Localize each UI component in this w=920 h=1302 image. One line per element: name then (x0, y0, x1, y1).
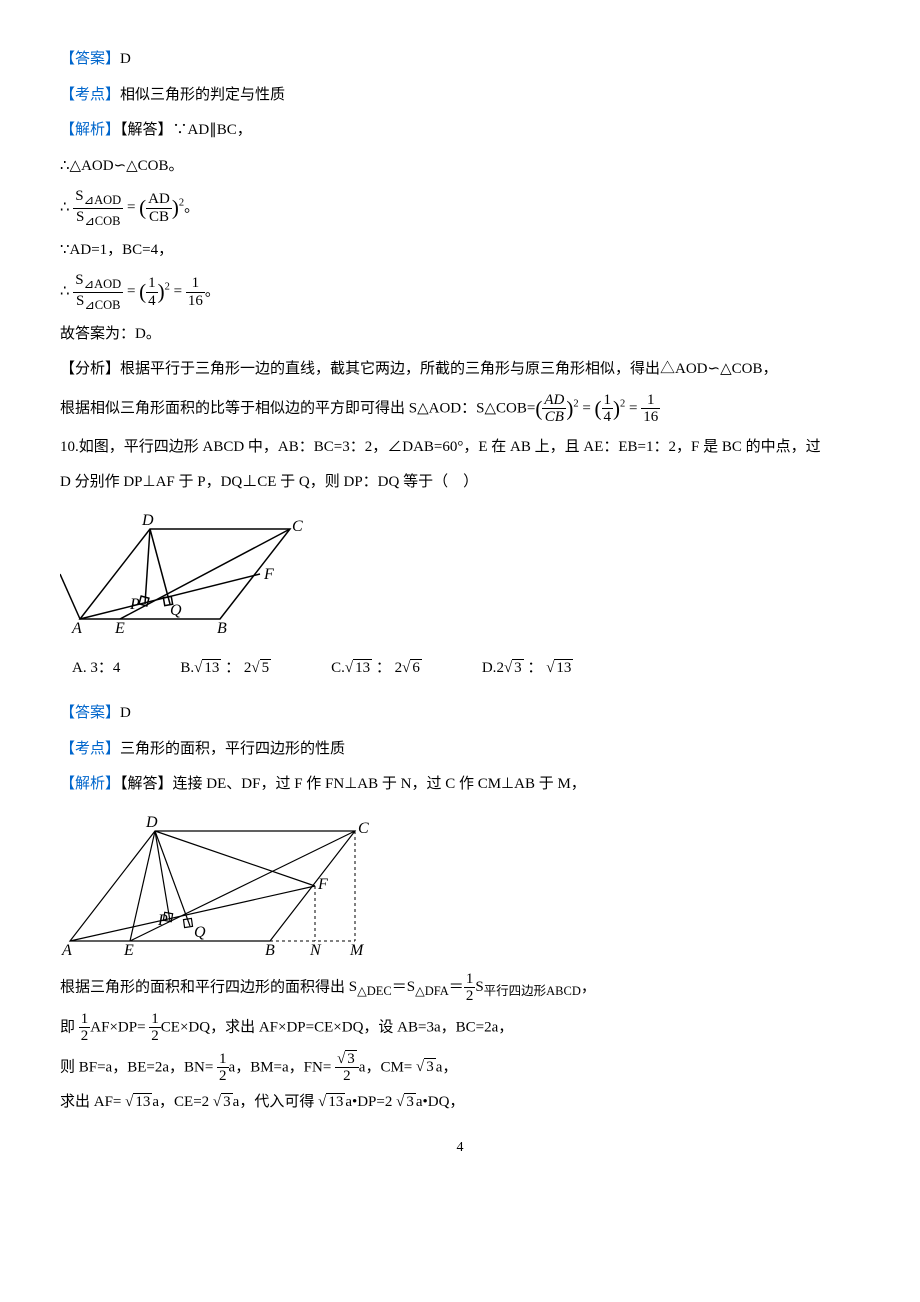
label-C: C (292, 518, 303, 535)
label-topic: 【考点】 (60, 87, 120, 103)
label-parse: 【解析】 (60, 776, 120, 792)
option-a: A. 3：4 (72, 653, 120, 685)
label-C: C (358, 820, 369, 837)
label-answer: 【答案】 (60, 705, 120, 721)
given-values: ∵AD=1，BC=4， (60, 235, 860, 267)
label-answer: 【答案】 (60, 51, 120, 67)
parse-line-2: ∴△AOD∽△COB。 (60, 151, 860, 183)
area-equation: 根据三角形的面积和平行四边形的面积得出 S△DEC＝S△DFA＝12S平行四边形… (60, 971, 860, 1005)
topic-9: 【考点】相似三角形的判定与性质 (60, 80, 860, 112)
option-b: B.13 ： 25 (180, 653, 271, 685)
label-Q: Q (170, 602, 182, 619)
option-c: C.13 ： 26 (331, 653, 422, 685)
parse-9-head: 【解析】【解答】∵AD∥BC， (60, 115, 860, 147)
parse-10-head: 【解析】【解答】连接 DE、DF，过 F 作 FN⊥AB 于 N，过 C 作 C… (60, 769, 860, 801)
label-E: E (114, 620, 125, 637)
topic-text: 三角形的面积，平行四边形的性质 (120, 741, 345, 757)
q10-stem-1: 10.如图，平行四边形 ABCD 中，AB：BC=3：2，∠DAB=60°，E … (60, 432, 860, 464)
label-M: M (349, 942, 365, 959)
label-P: P (157, 912, 168, 929)
label-A: A (61, 942, 72, 959)
label-P: P (129, 596, 140, 613)
analysis-line-2: 根据相似三角形面积的比等于相似边的平方即可得出 S△AOD：S△COB=(ADC… (60, 392, 860, 426)
label-N: N (309, 942, 322, 959)
q10-stem-2: D 分别作 DP⊥AF 于 P，DQ⊥CE 于 Q，则 DP：DQ 等于（ ） (60, 467, 860, 499)
answer-9: 【答案】D (60, 44, 860, 76)
label-parse-sub: 【解答】 (120, 776, 173, 792)
topic-10: 【考点】三角形的面积，平行四边形的性质 (60, 734, 860, 766)
q10-choices: A. 3：4 B.13 ： 25 C.13 ： 26 D.23 ： 13 (72, 653, 860, 685)
parse-text: ∵AD∥BC， (173, 122, 252, 138)
label-F: F (317, 876, 328, 893)
label-analysis: 【分析】 (60, 361, 120, 377)
final-line: 求出 AF= 13a，CE=2 3a，代入可得 13a•DP=2 3a•DQ， (60, 1091, 860, 1114)
q10-figure-1: A B C D E F P Q (60, 509, 860, 639)
conclude-line: 故答案为：D。 (60, 319, 860, 351)
equation-1: ∴ S⊿AODS⊿COB = (ADCB)2。 (60, 188, 860, 229)
label-parse: 【解析】 (60, 122, 120, 138)
label-F: F (263, 566, 274, 583)
equation-2: ∴ S⊿AODS⊿COB = (14)2 = 116。 (60, 272, 860, 313)
label-D: D (145, 814, 158, 831)
answer-text: D (120, 51, 131, 67)
page-number: 4 (60, 1133, 860, 1162)
label-Q: Q (194, 924, 206, 941)
topic-text: 相似三角形的判定与性质 (120, 87, 285, 103)
then-line: 则 BF=a，BE=2a，BN= 12a，BM=a，FN= 32a，CM= 3a… (60, 1051, 860, 1085)
label-E: E (123, 942, 134, 959)
label-D: D (141, 512, 154, 529)
analysis-line-1: 【分析】根据平行于三角形一边的直线，截其它两边，所截的三角形与原三角形相似，得出… (60, 354, 860, 386)
label-topic: 【考点】 (60, 741, 120, 757)
answer-text: D (120, 705, 131, 721)
label-A: A (71, 620, 82, 637)
label-parse-sub: 【解答】 (120, 122, 173, 138)
ie-line: 即 12AF×DP= 12CE×DQ，求出 AF×DP=CE×DQ，设 AB=3… (60, 1011, 860, 1045)
option-d: D.23 ： 13 (482, 653, 574, 685)
q10-figure-2: A B C D E F N M P Q (60, 811, 860, 961)
answer-10: 【答案】D (60, 698, 860, 730)
label-B: B (217, 620, 227, 637)
label-B: B (265, 942, 275, 959)
